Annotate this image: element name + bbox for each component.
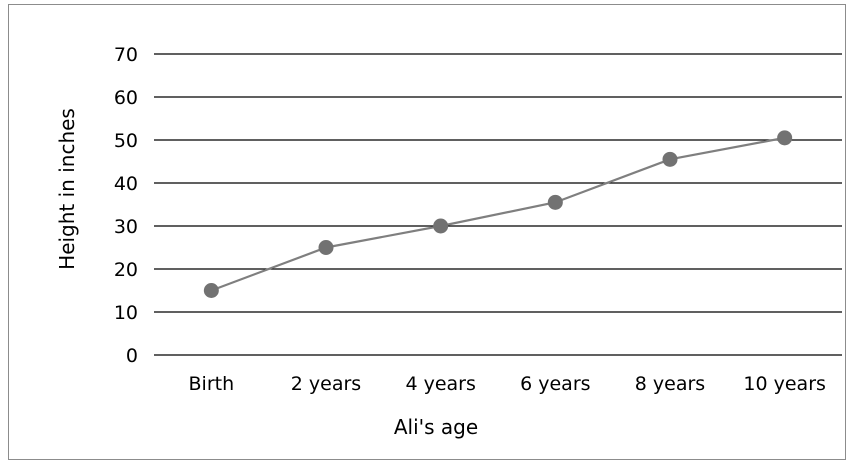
y-tick-label: 10	[114, 302, 138, 324]
y-axis-title: Height in inches	[55, 108, 79, 270]
y-tick-label: 20	[114, 259, 138, 281]
x-axis-ticks: Birth 2 years 4 years 6 years 8 years 10 year…	[189, 373, 826, 395]
y-axis-ticks: 0 10 20 30 40 50 60 70	[114, 44, 138, 367]
data-point	[318, 240, 334, 255]
x-tick-label: 2 years	[291, 373, 361, 395]
y-tick-label: 30	[114, 216, 138, 238]
data-point	[433, 218, 449, 234]
x-axis-title: Ali's age	[394, 415, 478, 439]
data-point	[203, 283, 219, 298]
gridlines	[154, 53, 842, 356]
y-tick-label: 60	[114, 87, 138, 109]
data-point	[777, 130, 793, 146]
y-tick-label: 40	[114, 173, 138, 195]
y-tick-label: 50	[114, 130, 138, 152]
x-tick-label: 10 years	[743, 373, 826, 395]
x-tick-label: 4 years	[405, 373, 475, 395]
data-point	[662, 151, 678, 167]
y-tick-label: 70	[114, 44, 138, 66]
series-line	[210, 136, 785, 292]
data-point	[547, 194, 563, 210]
series-layer	[203, 130, 793, 298]
x-tick-label: 8 years	[635, 373, 705, 395]
y-tick-label: 0	[126, 345, 138, 367]
x-tick-label: 6 years	[520, 373, 590, 395]
chart-frame	[8, 4, 846, 460]
x-tick-label: Birth	[189, 373, 235, 395]
